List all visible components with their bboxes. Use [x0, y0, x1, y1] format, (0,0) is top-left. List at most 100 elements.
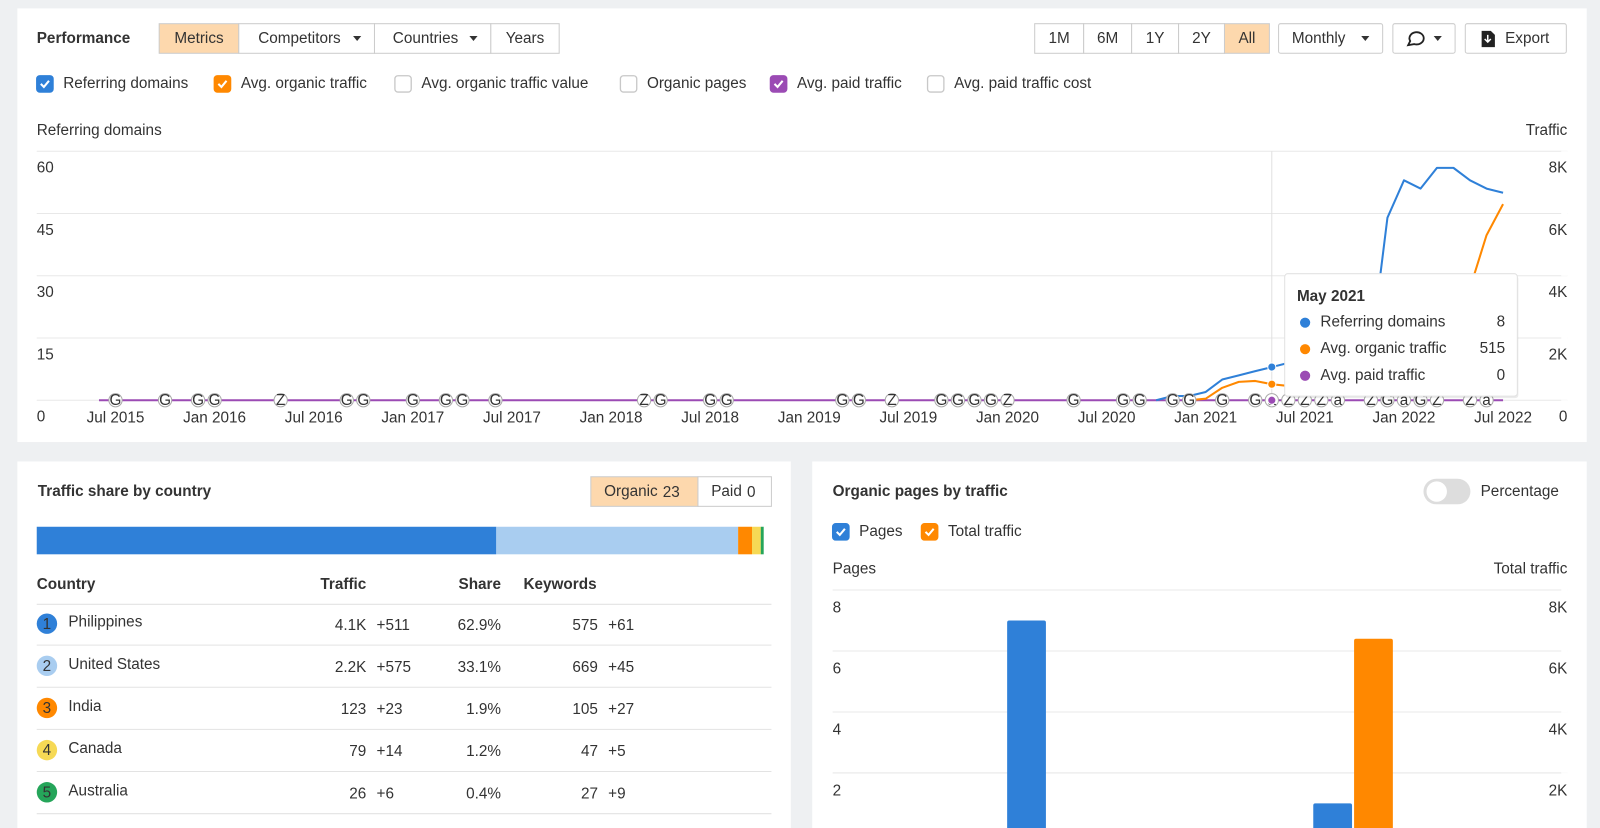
- event-marker-label: G: [456, 392, 468, 409]
- event-marker[interactable]: [488, 393, 503, 408]
- event-marker[interactable]: [934, 393, 949, 408]
- event-marker-label: G: [209, 392, 221, 409]
- country-name: Philippines: [68, 614, 142, 631]
- bar: [1007, 620, 1046, 828]
- event-marker[interactable]: [1066, 393, 1081, 408]
- y2-tick-label: 8K: [1549, 599, 1569, 616]
- y2-tick-label: 2K: [1549, 782, 1569, 799]
- tooltip-value: 515: [1480, 340, 1506, 357]
- y-tick-label: 60: [37, 160, 54, 177]
- export-arrow: [1484, 34, 1492, 44]
- checkbox[interactable]: [920, 523, 939, 541]
- checkbox[interactable]: [926, 75, 945, 93]
- event-marker[interactable]: [455, 393, 470, 408]
- event-marker[interactable]: [703, 393, 718, 408]
- axis-title: Pages: [833, 561, 877, 578]
- checkbox[interactable]: [769, 75, 788, 93]
- traffic-change: +14: [377, 743, 403, 760]
- event-marker-label: G: [985, 392, 997, 409]
- event-marker[interactable]: [1165, 393, 1180, 408]
- share-value: 33.1%: [458, 659, 502, 676]
- tab-label: Countries: [393, 30, 459, 47]
- event-marker[interactable]: [438, 393, 454, 408]
- tooltip-label: Referring domains: [1320, 314, 1445, 331]
- rank-number: 3: [43, 700, 52, 717]
- rank-badge: [36, 697, 58, 719]
- event-marker[interactable]: [884, 393, 900, 408]
- event-marker[interactable]: [1132, 393, 1147, 408]
- source-toggle[interactable]: [697, 476, 772, 507]
- event-marker-label: G: [836, 392, 848, 409]
- event-marker[interactable]: [851, 393, 866, 408]
- range-button[interactable]: [1223, 23, 1270, 54]
- y2-tick-label: 4K: [1549, 721, 1569, 738]
- event-marker[interactable]: [1182, 393, 1197, 408]
- event-marker[interactable]: [405, 393, 420, 408]
- event-marker[interactable]: [950, 393, 966, 408]
- y2-tick-label: 8K: [1549, 160, 1569, 177]
- checkbox[interactable]: [36, 75, 54, 93]
- event-marker-label: G: [1381, 392, 1393, 409]
- metric-label: Referring domains: [63, 75, 188, 92]
- event-marker-label: G: [110, 392, 122, 409]
- event-marker-label: Z: [1465, 392, 1474, 409]
- event-marker-label: G: [440, 392, 452, 409]
- axis-title: Total traffic: [1494, 561, 1568, 578]
- interval-label: Monthly: [1292, 30, 1346, 47]
- event-marker[interactable]: [1215, 393, 1230, 408]
- event-marker[interactable]: [190, 393, 206, 408]
- event-marker[interactable]: [1115, 393, 1131, 408]
- switch-label: Percentage: [1481, 483, 1559, 500]
- toggle-label: Organic: [604, 483, 658, 500]
- traffic-change: +511: [377, 617, 410, 634]
- event-marker-label: a: [1334, 392, 1343, 409]
- tab-button[interactable]: [158, 23, 240, 54]
- event-marker[interactable]: [636, 393, 652, 408]
- event-marker[interactable]: [273, 393, 288, 408]
- event-marker[interactable]: [157, 393, 173, 408]
- event-marker[interactable]: [108, 393, 123, 408]
- event-marker[interactable]: [1000, 393, 1015, 408]
- checkbox[interactable]: [619, 75, 638, 93]
- range-label: All: [1238, 30, 1255, 47]
- event-marker[interactable]: [207, 393, 222, 408]
- event-marker[interactable]: [339, 393, 354, 408]
- switch-knob: [1426, 481, 1447, 502]
- event-marker-label: G: [1068, 392, 1080, 409]
- tab-button[interactable]: [238, 23, 375, 54]
- event-marker-label: G: [357, 392, 369, 409]
- range-button[interactable]: [1131, 23, 1180, 54]
- x-tick-label: Jul 2020: [1078, 410, 1136, 427]
- event-marker-label: G: [489, 392, 501, 409]
- event-marker[interactable]: [983, 393, 999, 408]
- country-name: United States: [68, 656, 160, 673]
- range-button[interactable]: [1083, 23, 1133, 54]
- range-label: 1Y: [1146, 30, 1165, 47]
- tab-button[interactable]: [490, 23, 560, 54]
- source-toggle[interactable]: [590, 476, 699, 507]
- y-tick-label: 30: [37, 284, 54, 301]
- axis-title: Referring domains: [37, 122, 162, 139]
- column-header: Traffic: [320, 576, 366, 593]
- x-tick-label: Jul 2017: [483, 410, 541, 427]
- interval-dropdown[interactable]: [1278, 23, 1384, 54]
- section-title: Organic pages by traffic: [833, 483, 1009, 500]
- event-marker-label: G: [853, 392, 865, 409]
- checkbox[interactable]: [394, 75, 412, 93]
- checkbox[interactable]: [831, 523, 850, 541]
- x-tick-label: Jul 2015: [87, 410, 145, 427]
- event-marker-label: G: [407, 392, 419, 409]
- hover-dot: [1267, 362, 1277, 372]
- event-marker[interactable]: [1248, 393, 1263, 408]
- x-tick-label: Jan 2017: [381, 410, 444, 427]
- event-marker[interactable]: [356, 393, 371, 408]
- checkbox[interactable]: [213, 75, 232, 93]
- event-marker[interactable]: [835, 393, 850, 408]
- range-button[interactable]: [1178, 23, 1225, 54]
- tooltip-dot: [1300, 344, 1311, 355]
- y2-tick-label: 2K: [1549, 346, 1569, 363]
- event-marker[interactable]: [967, 393, 982, 408]
- event-marker[interactable]: [719, 393, 734, 408]
- event-marker[interactable]: [653, 393, 668, 408]
- share-segment: [36, 526, 497, 555]
